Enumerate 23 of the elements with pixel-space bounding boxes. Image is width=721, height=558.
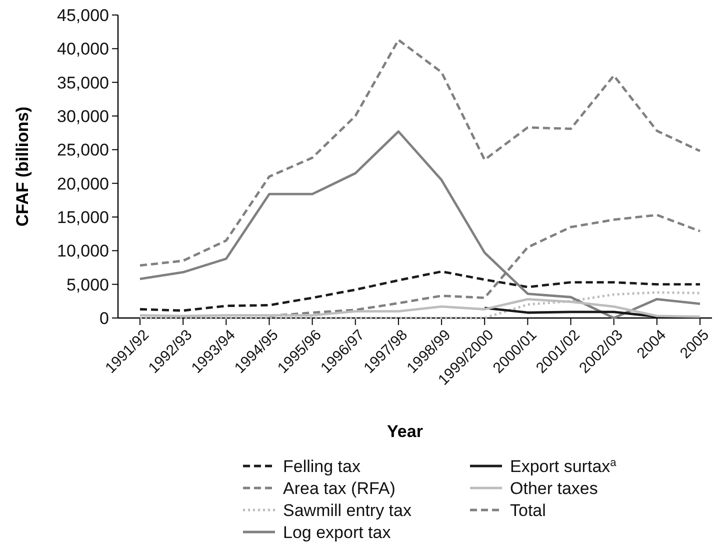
line-series: [138, 291, 702, 320]
y-tick-label: 30,000: [57, 106, 109, 126]
line-series: [138, 270, 702, 312]
y-tick-label: 0: [100, 308, 109, 328]
legend-label: Export surtax$^{a}$: [510, 456, 618, 476]
legend-label: Log export tax: [283, 522, 392, 542]
line-series: [138, 38, 702, 267]
y-tick-label: 25,000: [57, 140, 109, 160]
y-tick-label: 45,000: [57, 6, 109, 25]
x-axis-title: Year: [387, 422, 424, 441]
y-tick-label: 10,000: [57, 242, 109, 261]
y-tick-label: 15,000: [57, 208, 109, 227]
legend-label: Total: [510, 500, 546, 520]
y-tick-label: 20,000: [57, 174, 109, 194]
y-tick-label: 35,000: [57, 73, 109, 92]
legend-label: Other taxes: [510, 478, 598, 498]
legend-label: Sawmill entry tax: [283, 500, 412, 520]
legend-label: Felling tax: [283, 456, 361, 476]
line-series: [138, 130, 702, 320]
y-tick-label: 40,000: [57, 40, 109, 59]
y-tick-label: 5,000: [66, 275, 109, 294]
y-axis-title: CFAF (billions): [13, 106, 32, 226]
legend-label: Area tax (RFA): [283, 478, 396, 498]
